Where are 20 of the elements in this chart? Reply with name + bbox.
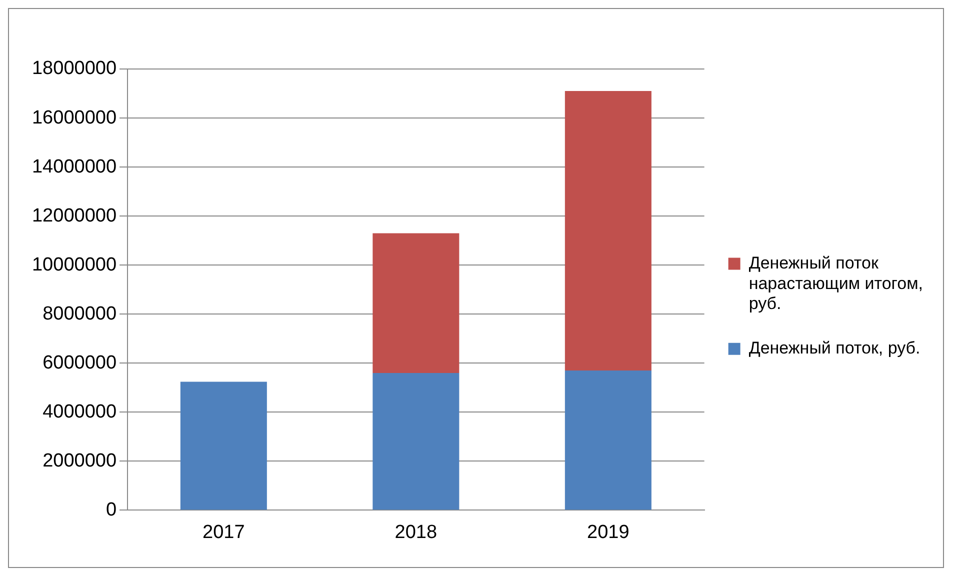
y-tick-label: 4000000 [42, 401, 117, 422]
y-tick-label: 10000000 [32, 254, 117, 276]
y-tick-label: 16000000 [32, 107, 117, 128]
y-tick-label: 12000000 [32, 205, 117, 226]
bar [372, 233, 460, 373]
legend-label: Денежный поток нарастающим итогом, руб. [748, 253, 924, 314]
y-tick-label: 6000000 [42, 352, 117, 374]
bar [564, 370, 652, 510]
x-tick-label: 2017 [202, 522, 245, 543]
x-tick-label: 2018 [394, 522, 438, 543]
bar [564, 91, 652, 370]
y-tick-label: 8000000 [42, 303, 117, 324]
y-tick-label: 0 [106, 499, 117, 520]
x-tick-label: 2019 [587, 522, 630, 543]
y-tick-label: 2000000 [42, 450, 117, 472]
y-tick-label: 14000000 [32, 156, 117, 178]
bar [372, 372, 460, 510]
bar [180, 382, 267, 510]
legend-label: Денежный поток, руб. [748, 338, 920, 358]
y-tick-label: 18000000 [32, 58, 117, 80]
